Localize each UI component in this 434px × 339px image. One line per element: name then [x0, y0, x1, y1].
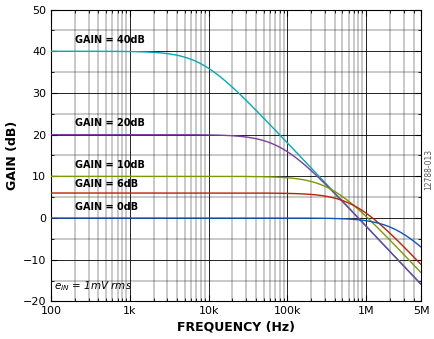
Text: GAIN = 40dB: GAIN = 40dB — [75, 35, 145, 45]
Y-axis label: GAIN (dB): GAIN (dB) — [6, 121, 19, 190]
Text: GAIN = 0dB: GAIN = 0dB — [75, 202, 138, 212]
Text: GAIN = 10dB: GAIN = 10dB — [75, 160, 145, 170]
Text: GAIN = 6dB: GAIN = 6dB — [75, 179, 138, 189]
Text: 12788-013: 12788-013 — [423, 149, 432, 190]
X-axis label: FREQUENCY (Hz): FREQUENCY (Hz) — [177, 320, 294, 334]
Text: GAIN = 20dB: GAIN = 20dB — [75, 118, 145, 128]
Text: $e_{IN}$ = 1mV rms: $e_{IN}$ = 1mV rms — [54, 279, 132, 293]
